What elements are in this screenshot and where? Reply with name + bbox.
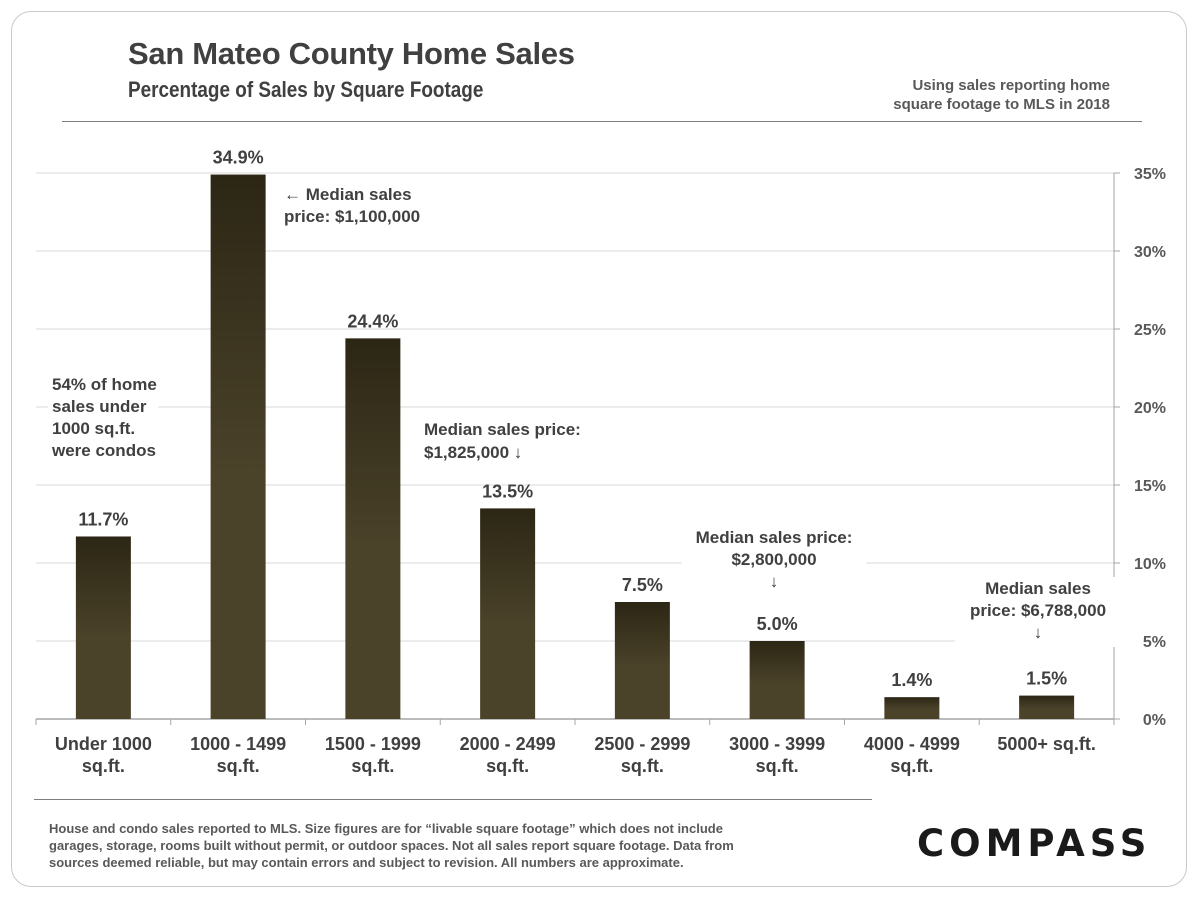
x-tick-label: Under 1000 xyxy=(55,734,152,754)
annotation: ← Median sales price: $1,100,000 xyxy=(284,185,420,226)
x-tick-label: sq.ft. xyxy=(351,756,394,776)
y-tick-label: 0% xyxy=(1143,712,1166,729)
annotation: 54% of home sales under 1000 sq.ft. were co… xyxy=(48,373,159,465)
annotation-text: 1000 sq.ft. xyxy=(52,419,135,438)
x-tick-label: 1000 - 1499 xyxy=(190,734,286,754)
x-tick-label: sq.ft. xyxy=(486,756,529,776)
x-tick-label: 3000 - 3999 xyxy=(729,734,825,754)
annotation-text: $2,800,000 xyxy=(731,550,816,569)
data-label: 1.5% xyxy=(1026,669,1067,689)
chart-subtitle: Percentage of Sales by Square Footage xyxy=(128,77,484,102)
annotation-text: were condos xyxy=(51,441,156,460)
x-tick-label: sq.ft. xyxy=(756,756,799,776)
annotation-text: ↓ xyxy=(1034,623,1043,642)
disclaimer-line: House and condo sales reported to MLS. S… xyxy=(49,821,723,836)
y-tick-label: 25% xyxy=(1134,322,1166,339)
data-label: 34.9% xyxy=(213,148,264,168)
x-tick-label: 2000 - 2499 xyxy=(460,734,556,754)
x-tick-label: sq.ft. xyxy=(217,756,260,776)
data-source-note: Using sales reporting home square footag… xyxy=(850,76,1110,114)
x-tick-label: 5000+ sq.ft. xyxy=(997,734,1096,754)
annotation: Median sales price: $6,788,000 ↓ xyxy=(954,577,1122,647)
data-label: 11.7% xyxy=(78,509,128,529)
annotation-background xyxy=(681,526,867,596)
disclaimer-line: sources deemed reliable, but may contain… xyxy=(49,855,684,870)
data-label: 5.0% xyxy=(757,614,798,634)
bar xyxy=(345,338,401,719)
bar xyxy=(614,602,670,719)
disclaimer-text: House and condo sales reported to MLS. S… xyxy=(49,820,879,871)
y-tick-label: 30% xyxy=(1134,244,1166,261)
compass-logo: COMPASS xyxy=(917,822,1152,865)
x-tick-label: sq.ft. xyxy=(890,756,933,776)
annotation-text: Median sales price: xyxy=(424,420,581,439)
y-tick-label: 35% xyxy=(1134,166,1166,183)
annotation-background xyxy=(954,577,1122,647)
annotation: Median sales price: $2,800,000 ↓ xyxy=(681,526,867,596)
annotation-text: 54% of home xyxy=(52,375,157,394)
chart-title: San Mateo County Home Sales xyxy=(128,36,575,71)
annotation-text: price: $6,788,000 xyxy=(970,601,1106,620)
x-tick-label: sq.ft. xyxy=(82,756,125,776)
disclaimer-line: garages, storage, rooms built without pe… xyxy=(49,838,734,853)
annotation: Median sales price: $1,825,000 ↓ xyxy=(420,418,605,468)
bar xyxy=(210,174,266,719)
data-label: 13.5% xyxy=(482,481,533,501)
data-label: 1.4% xyxy=(891,670,932,690)
x-tick-label: 1500 - 1999 xyxy=(325,734,421,754)
annotation-background xyxy=(48,373,159,465)
annotation-text: Median sales xyxy=(985,579,1091,598)
footer-divider xyxy=(34,799,872,800)
x-tick-label: 2500 - 2999 xyxy=(594,734,690,754)
y-tick-label: 5% xyxy=(1143,634,1166,651)
annotation-text: sales under xyxy=(52,397,147,416)
x-tick-label: sq.ft. xyxy=(621,756,664,776)
bar xyxy=(75,536,131,719)
bar xyxy=(480,508,536,719)
x-tick-label: 4000 - 4999 xyxy=(864,734,960,754)
bar xyxy=(884,697,940,719)
data-label: 7.5% xyxy=(622,575,663,595)
y-tick-label: 10% xyxy=(1134,556,1166,573)
annotation-background xyxy=(420,418,605,468)
header-divider xyxy=(62,121,1142,122)
y-tick-label: 15% xyxy=(1134,478,1166,495)
note-line: square footage to MLS in 2018 xyxy=(893,96,1110,113)
y-tick-label: 20% xyxy=(1134,400,1166,417)
note-line: Using sales reporting home xyxy=(912,77,1110,94)
annotation-text: $1,825,000 ↓ xyxy=(424,443,522,462)
annotation-text: price: $1,100,000 xyxy=(284,207,420,226)
data-label: 24.4% xyxy=(347,311,398,331)
annotation-text: ↓ xyxy=(770,572,779,591)
annotation-text: ← Median sales xyxy=(284,185,412,204)
bar xyxy=(1019,695,1075,719)
annotation-text: Median sales price: xyxy=(696,528,853,547)
bar xyxy=(749,641,805,719)
